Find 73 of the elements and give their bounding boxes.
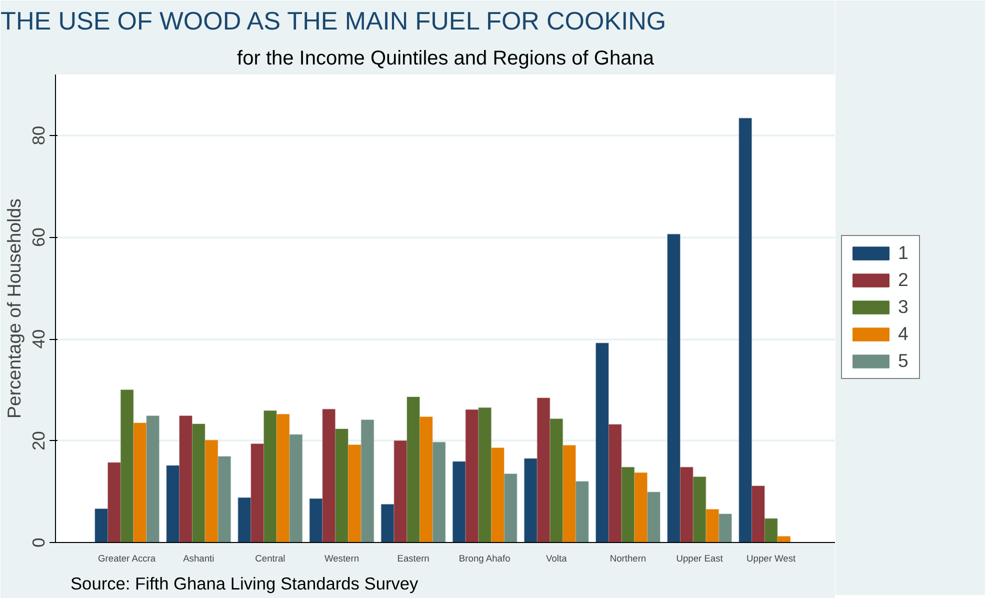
bar (218, 456, 232, 542)
bar (646, 492, 660, 542)
y-tick-label: 20 (28, 431, 48, 450)
x-tick-label: Volta (546, 554, 568, 564)
x-tick-label: Central (255, 554, 286, 564)
y-tick-label: 40 (28, 329, 48, 349)
bar (575, 480, 589, 542)
bar (178, 415, 192, 542)
legend-label: 5 (898, 350, 910, 372)
x-tick-label: Eastern (397, 554, 430, 564)
bar (634, 472, 648, 542)
x-tick-label: Greater Accra (98, 554, 156, 564)
bar (562, 444, 576, 542)
y-tick-label: 0 (28, 538, 48, 548)
bar (419, 416, 433, 542)
bar (452, 461, 466, 542)
bar (250, 443, 264, 542)
bar (621, 466, 635, 542)
x-tick-label: Ashanti (183, 554, 214, 564)
bar (465, 409, 479, 542)
bar (334, 428, 348, 542)
bar (322, 408, 336, 542)
y-tick-label: 60 (28, 228, 48, 247)
legend-label: 2 (898, 268, 910, 290)
x-tick-label: Northern (610, 554, 646, 564)
bar (192, 423, 206, 542)
bar (667, 234, 681, 542)
bar (777, 536, 791, 542)
bar (432, 442, 446, 542)
bar (120, 389, 134, 542)
bar (107, 462, 121, 542)
bar (360, 419, 374, 542)
bar (276, 414, 290, 542)
bar (380, 504, 394, 542)
bar (289, 434, 303, 542)
x-tick-label: Upper East (676, 554, 724, 564)
chart-title: THE USE OF WOOD AS THE MAIN FUEL FOR COOKING (0, 8, 666, 36)
bar (504, 473, 518, 542)
bar (524, 458, 538, 542)
bar (204, 440, 218, 542)
bar (348, 444, 362, 542)
bar (738, 118, 752, 542)
y-axis-title: Percentage of Households (4, 198, 24, 418)
legend-label: 3 (898, 296, 910, 318)
bar (238, 497, 252, 542)
bar (94, 508, 108, 542)
bar (166, 465, 180, 542)
bar (751, 486, 765, 542)
bar (394, 440, 408, 542)
bar (764, 518, 778, 542)
x-tick-label: Western (324, 554, 360, 564)
bar (309, 498, 323, 542)
bar (133, 422, 147, 542)
chart-subtitle: for the Income Quintiles and Regions of Ghana (237, 48, 655, 70)
bar (536, 398, 550, 542)
bar (263, 410, 277, 542)
bar (146, 415, 160, 542)
bar (478, 407, 492, 542)
legend-label: 4 (898, 322, 910, 344)
bar (692, 476, 706, 542)
bar (706, 508, 720, 542)
bar (406, 396, 420, 542)
source-note: Source: Fifth Ghana Living Standards Survey (70, 574, 419, 594)
bar (550, 418, 564, 542)
legend-label: 1 (898, 242, 910, 264)
bar (718, 514, 732, 542)
bar (490, 447, 504, 542)
bar (608, 424, 622, 542)
y-tick-label: 80 (28, 126, 48, 146)
x-tick-label: Brong Ahafo (458, 554, 510, 564)
bar (680, 466, 694, 542)
x-tick-label: Upper West (746, 554, 796, 564)
bar (595, 342, 609, 542)
